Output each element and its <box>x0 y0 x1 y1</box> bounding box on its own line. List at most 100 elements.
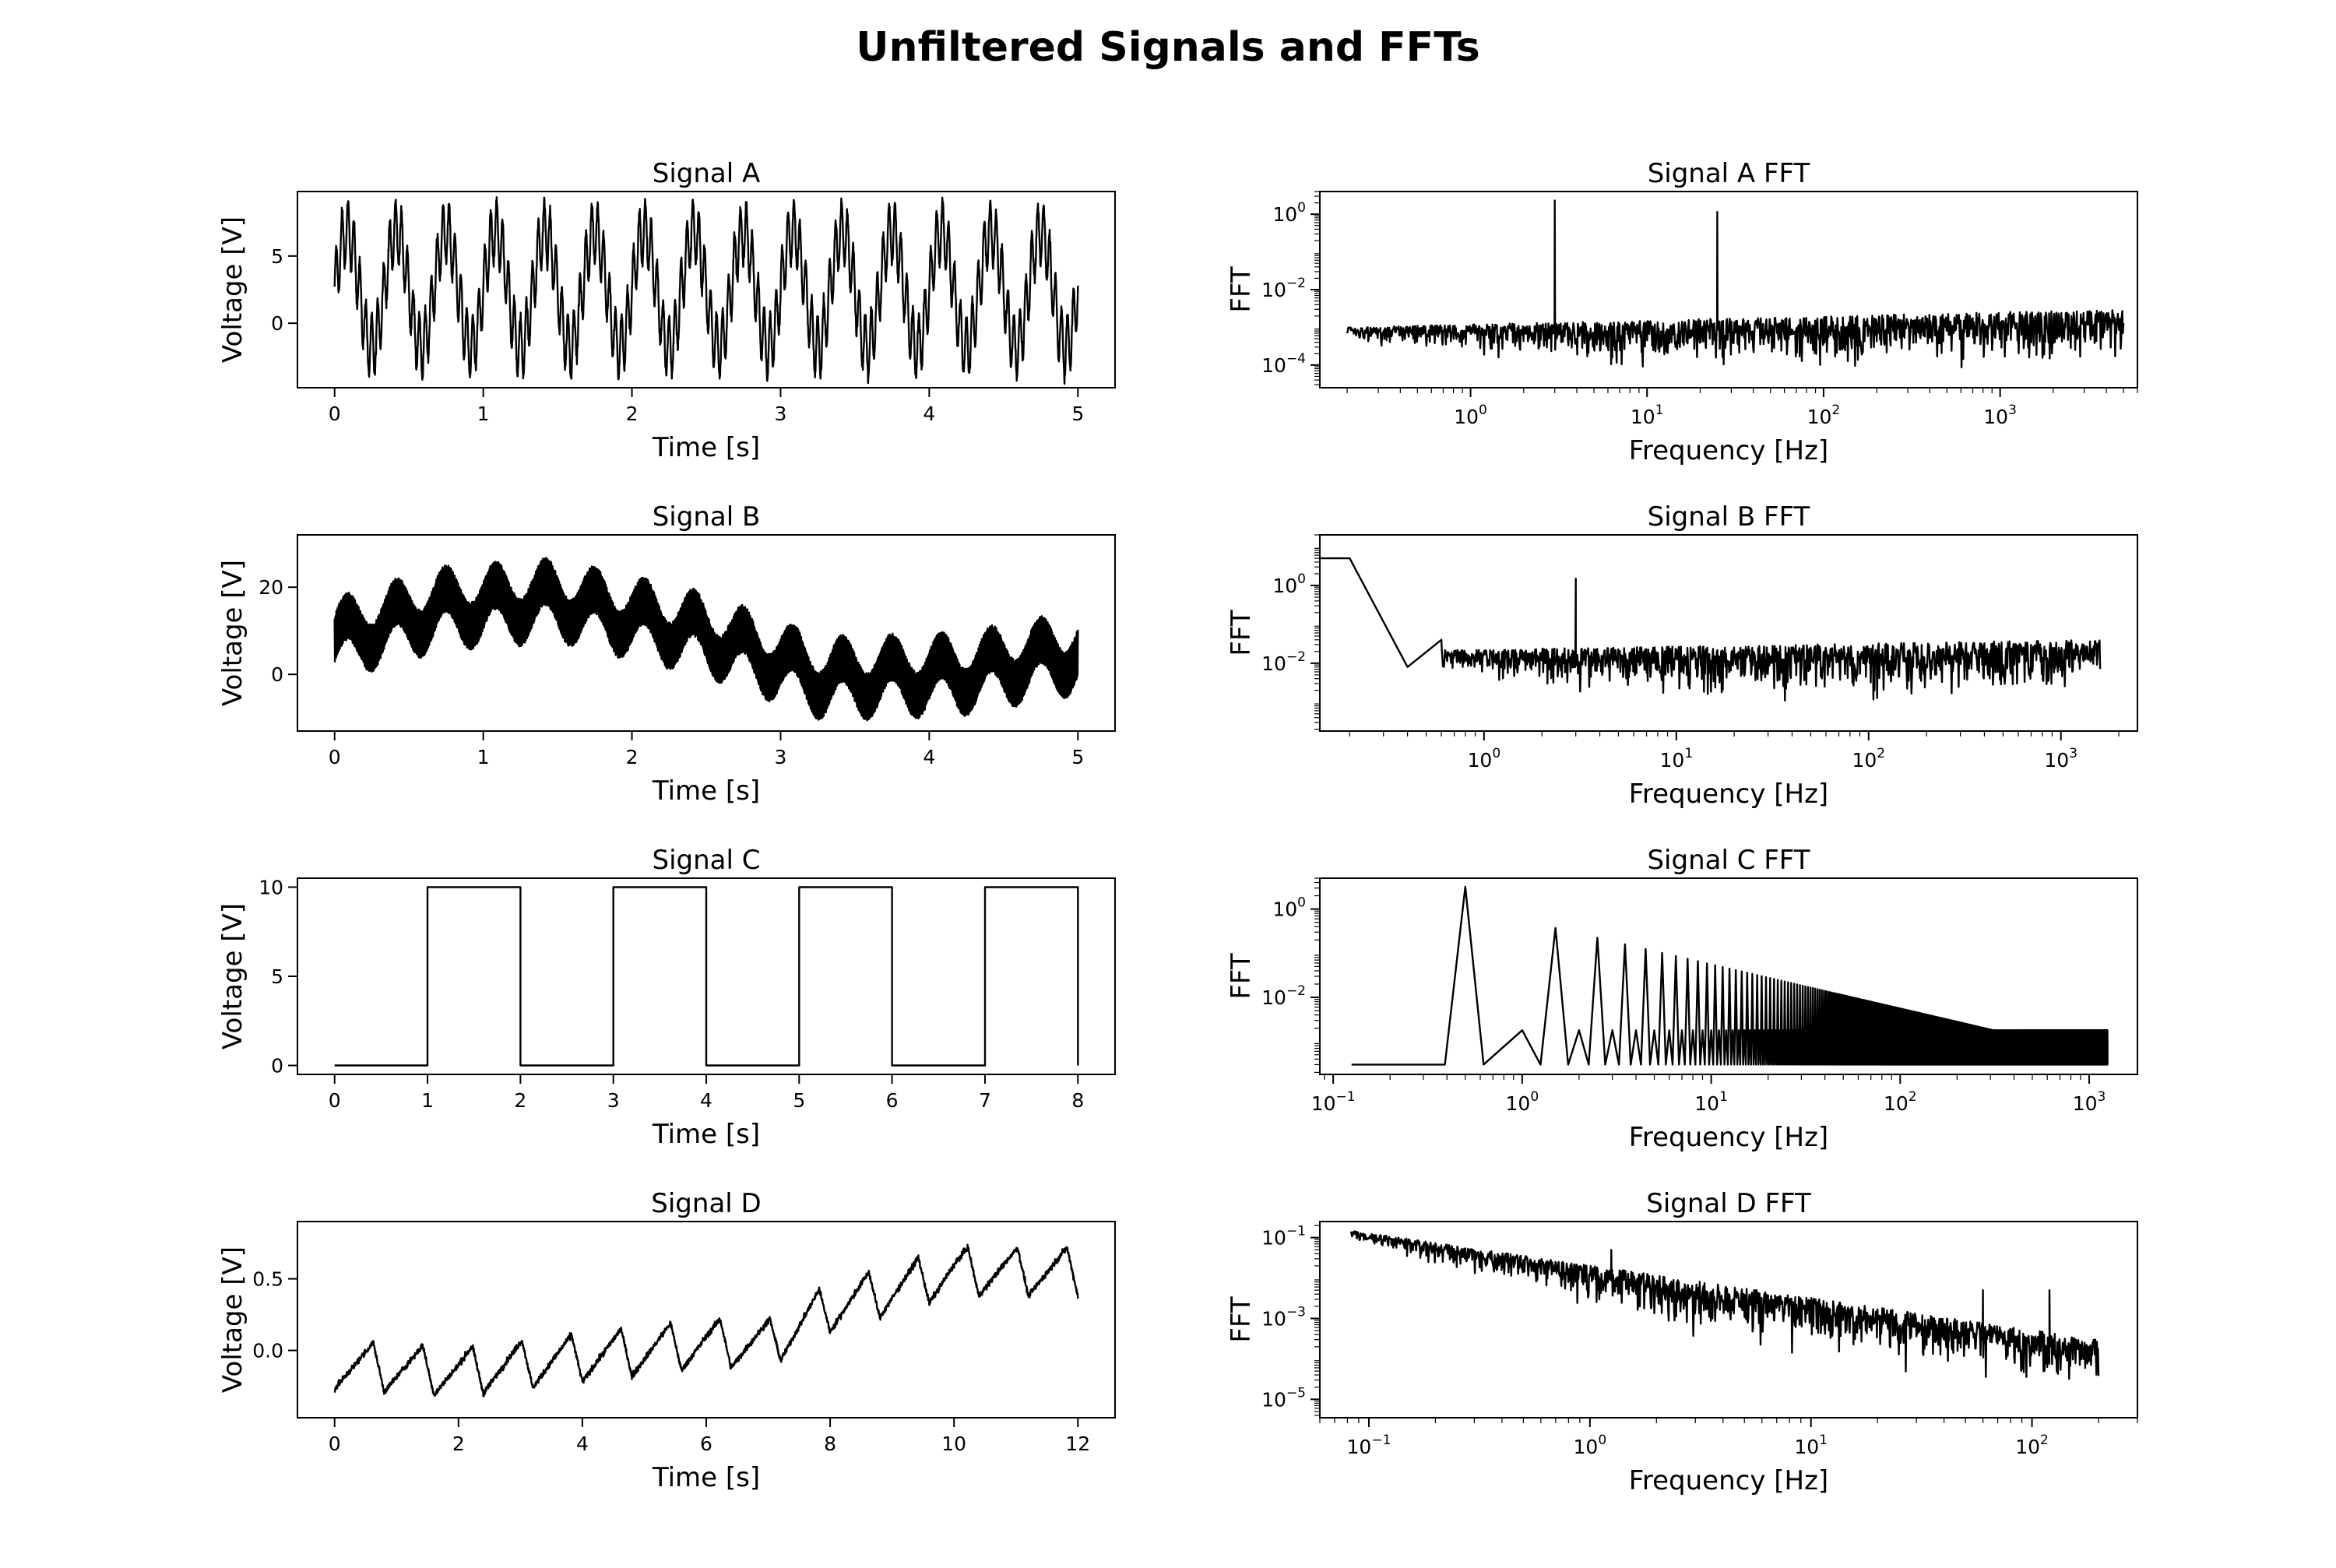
sigC-ytick-label: 0 <box>271 1055 283 1078</box>
sigC-title: Signal C <box>653 845 761 876</box>
sigD-xtick-label: 8 <box>824 1433 836 1455</box>
sigC-xtick-label: 4 <box>700 1089 712 1112</box>
fftC-xtick-label: 103 <box>2073 1089 2106 1115</box>
sigB-xtick-label: 4 <box>923 746 935 768</box>
fftC-title: Signal C FFT <box>1647 845 1810 876</box>
fftB-ytick-label: 10−2 <box>1261 649 1306 675</box>
fftD-axes-frame <box>1319 1221 2138 1419</box>
sigD-series-line <box>333 1243 1079 1397</box>
fftB-ytick-label: 100 <box>1272 571 1306 597</box>
fftC-xtick-label: 100 <box>1506 1089 1539 1115</box>
sigC-xtick-label: 5 <box>793 1089 805 1112</box>
sigC-xtick-label: 1 <box>421 1089 434 1112</box>
sigB-ytick-label: 20 <box>259 576 283 599</box>
sigB-xtick-label: 3 <box>775 746 787 768</box>
fftC-ylabel: FFT <box>1226 953 1257 1000</box>
sigD-xlabel: Time [s] <box>652 1462 760 1493</box>
fftB-xtick-label: 101 <box>1660 746 1694 772</box>
fftB-xlabel: Frequency [Hz] <box>1629 779 1828 810</box>
sigB-xtick-label: 2 <box>626 746 639 768</box>
sigD-xtick-label: 6 <box>700 1433 712 1455</box>
fftB-title: Signal B FFT <box>1648 501 1810 533</box>
panel-sigA: Signal A 0 1 2 3 4 5 0 5 Time [s] Voltage [V] <box>217 158 1116 463</box>
panel-sigD: Signal D 0 2 4 6 8 10 12 0.0 0.5 Time [s] Voltage [… <box>217 1188 1116 1493</box>
fftA-xtick-label: 102 <box>1807 403 1841 428</box>
sigD-xtick-label: 10 <box>941 1433 966 1455</box>
fftC-xtick-label: 102 <box>1884 1089 1917 1115</box>
fftA-xtick-label: 103 <box>1983 403 2017 428</box>
sigD-ytick-label: 0.5 <box>252 1268 283 1291</box>
fftD-ytick-label: 10−1 <box>1261 1224 1306 1250</box>
sigA-xtick-label: 5 <box>1071 403 1084 425</box>
fftC-series-line <box>1351 885 2109 1066</box>
fftC-ytick-label: 10−2 <box>1261 983 1306 1009</box>
figure-title: Unfiltered Signals and FFTs <box>856 24 1479 71</box>
sigC-series-line <box>334 886 1079 1067</box>
sigB-axes-frame <box>297 534 1116 732</box>
sigA-xtick-label: 1 <box>477 403 490 425</box>
fftC-ytick-label: 100 <box>1272 895 1306 921</box>
sigB-xtick-label: 0 <box>329 746 341 768</box>
sigC-ytick-label: 10 <box>259 876 283 898</box>
sigA-xtick-label: 2 <box>626 403 639 425</box>
sigB-xlabel: Time [s] <box>652 775 760 807</box>
sigC-xtick-label: 7 <box>979 1089 991 1112</box>
fftA-ytick-label: 100 <box>1272 200 1306 226</box>
fftD-xtick-label: 102 <box>2015 1433 2049 1458</box>
sigD-ylabel: Voltage [V] <box>217 1246 248 1393</box>
sigA-ytick-label: 5 <box>271 245 283 268</box>
fftC-xtick-label: 10−1 <box>1311 1089 1356 1115</box>
fftB-series-line <box>1320 557 2102 702</box>
fftD-title: Signal D FFT <box>1646 1188 1811 1219</box>
sigA-ytick-label: 0 <box>271 312 283 335</box>
sigB-title: Signal B <box>653 501 761 533</box>
fftB-ylabel: FFT <box>1226 610 1257 656</box>
sigC-xtick-label: 6 <box>886 1089 899 1112</box>
fftB-xtick-label: 103 <box>2044 746 2077 772</box>
sigA-axes-frame <box>297 191 1116 388</box>
sigC-xtick-label: 0 <box>329 1089 341 1112</box>
sigB-ytick-label: 0 <box>271 663 283 686</box>
panel-fftC: Signal C FFT 10−1 100 101 102 103 10−2 100 Frequ… <box>1226 845 2138 1153</box>
sigC-xlabel: Time [s] <box>652 1119 760 1150</box>
sigD-xtick-label: 0 <box>329 1433 341 1455</box>
fftA-series-line <box>1346 199 2125 368</box>
panel-fftD: Signal D FFT 10−1 100 101 102 10−5 10−3 10−1 Fre… <box>1226 1188 2138 1496</box>
fftD-xtick-label: 100 <box>1574 1433 1607 1458</box>
fftD-xtick-label: 101 <box>1794 1433 1828 1458</box>
fftD-ytick-label: 10−3 <box>1261 1304 1306 1330</box>
panel-sigC: Signal C 0 1 2 3 4 5 6 7 8 0 5 10 Time [s] Voltage [V] <box>217 845 1116 1150</box>
sigD-title: Signal D <box>651 1188 761 1219</box>
sigA-ylabel: Voltage [V] <box>217 216 248 363</box>
fftA-xtick-label: 101 <box>1631 403 1664 428</box>
fftB-xtick-label: 100 <box>1468 746 1501 772</box>
sigD-xtick-label: 2 <box>452 1433 465 1455</box>
sigC-xtick-label: 2 <box>514 1089 526 1112</box>
sigC-ytick-label: 5 <box>271 965 283 988</box>
fftA-title: Signal A FFT <box>1648 158 1810 189</box>
fftD-series-line <box>1349 1230 2100 1380</box>
panel-sigB: Signal B 0 1 2 3 4 5 0 20 Time [s] Voltage [V] <box>217 501 1116 807</box>
sigA-xtick-label: 4 <box>923 403 935 425</box>
panel-fftA: Signal A FFT 100 101 102 103 10−4 10−2 100 Frequ… <box>1226 158 2138 466</box>
sigB-series-line <box>333 557 1079 722</box>
sigB-ylabel: Voltage [V] <box>217 560 248 706</box>
sigD-ytick-label: 0.0 <box>252 1340 283 1362</box>
sigA-xlabel: Time [s] <box>652 432 760 463</box>
sigB-xtick-label: 5 <box>1071 746 1084 768</box>
fftA-ytick-label: 10−2 <box>1261 276 1306 301</box>
fftA-xlabel: Frequency [Hz] <box>1629 435 1828 466</box>
fftA-xtick-label: 100 <box>1454 403 1487 428</box>
fftC-xlabel: Frequency [Hz] <box>1629 1122 1828 1153</box>
fftD-ytick-label: 10−5 <box>1261 1385 1306 1411</box>
fftA-ylabel: FFT <box>1226 266 1257 313</box>
sigC-xtick-label: 3 <box>607 1089 620 1112</box>
fftD-xlabel: Frequency [Hz] <box>1629 1465 1828 1496</box>
sigC-xtick-label: 8 <box>1071 1089 1084 1112</box>
sigB-xtick-label: 1 <box>477 746 490 768</box>
sigA-xtick-label: 3 <box>775 403 787 425</box>
sigA-series-line <box>333 196 1079 385</box>
sigA-title: Signal A <box>653 158 761 189</box>
